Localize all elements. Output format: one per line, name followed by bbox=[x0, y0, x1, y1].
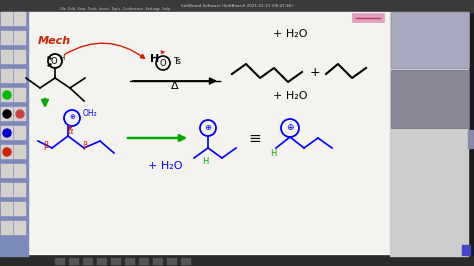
Bar bbox=[14, 31, 26, 45]
Bar bbox=[1, 50, 13, 64]
Bar bbox=[352, 13, 384, 22]
Circle shape bbox=[3, 110, 11, 118]
Bar bbox=[14, 221, 26, 235]
Bar bbox=[1, 88, 13, 102]
Text: β: β bbox=[43, 142, 49, 151]
Bar bbox=[14, 69, 26, 83]
Bar bbox=[125, 258, 135, 265]
Text: ≡: ≡ bbox=[249, 131, 261, 146]
Bar bbox=[14, 183, 26, 197]
Text: + H₂O: + H₂O bbox=[273, 91, 307, 101]
Text: O: O bbox=[51, 56, 57, 65]
Text: Ts: Ts bbox=[173, 57, 181, 66]
Bar bbox=[462, 245, 470, 255]
Text: O: O bbox=[160, 59, 166, 68]
Bar bbox=[1, 221, 13, 235]
Bar bbox=[28, 12, 390, 254]
Text: SoftBoard Software (SoftBoard) 2021-01-13 (06:47:46): SoftBoard Software (SoftBoard) 2021-01-1… bbox=[181, 4, 293, 8]
Bar bbox=[1, 202, 13, 216]
Bar bbox=[83, 258, 93, 265]
Bar bbox=[111, 258, 121, 265]
Bar bbox=[1, 12, 13, 26]
FancyArrowPatch shape bbox=[69, 126, 72, 129]
Bar bbox=[14, 50, 26, 64]
Bar bbox=[0, 0, 474, 12]
Bar bbox=[1, 164, 13, 178]
Bar bbox=[14, 126, 26, 140]
Bar bbox=[55, 258, 65, 265]
Bar bbox=[69, 258, 79, 265]
Bar bbox=[1, 31, 13, 45]
Bar bbox=[14, 12, 26, 26]
Bar bbox=[1, 69, 13, 83]
Bar bbox=[392, 71, 468, 127]
Text: H: H bbox=[202, 157, 208, 167]
FancyArrowPatch shape bbox=[64, 43, 145, 58]
Bar bbox=[14, 164, 26, 178]
Bar bbox=[181, 258, 191, 265]
Bar bbox=[1, 107, 13, 121]
Bar bbox=[392, 13, 468, 67]
FancyArrowPatch shape bbox=[161, 51, 164, 53]
Text: OH₂: OH₂ bbox=[83, 110, 98, 118]
Text: ⊕: ⊕ bbox=[204, 123, 211, 131]
Bar bbox=[0, 256, 474, 266]
Bar bbox=[97, 258, 107, 265]
Text: H: H bbox=[270, 148, 276, 157]
Text: α: α bbox=[67, 127, 73, 136]
Bar bbox=[14, 145, 26, 159]
Circle shape bbox=[3, 129, 11, 137]
Text: +: + bbox=[310, 66, 320, 80]
Bar bbox=[1, 126, 13, 140]
Bar bbox=[1, 145, 13, 159]
Text: + H₂O: + H₂O bbox=[273, 29, 307, 39]
Bar bbox=[468, 130, 473, 148]
Bar bbox=[391, 70, 469, 128]
Circle shape bbox=[16, 110, 24, 118]
Text: ⊕: ⊕ bbox=[69, 114, 75, 120]
Bar bbox=[153, 258, 163, 265]
Text: ⊕: ⊕ bbox=[286, 123, 294, 131]
Text: File  Edit  View  Tools  Insert  Topic  Conference  Settings  Help: File Edit View Tools Insert Topic Confer… bbox=[60, 7, 170, 11]
Text: β: β bbox=[82, 142, 88, 151]
Bar bbox=[139, 258, 149, 265]
Circle shape bbox=[3, 91, 11, 99]
Bar bbox=[1, 183, 13, 197]
Bar bbox=[390, 12, 468, 256]
Bar bbox=[14, 88, 26, 102]
Text: Δ: Δ bbox=[171, 81, 179, 91]
Text: H: H bbox=[150, 54, 159, 64]
Bar bbox=[167, 258, 177, 265]
Bar bbox=[14, 202, 26, 216]
Text: + H₂O: + H₂O bbox=[148, 161, 182, 171]
Circle shape bbox=[3, 148, 11, 156]
Bar bbox=[0, 12, 28, 256]
Bar bbox=[391, 12, 469, 68]
Bar bbox=[14, 107, 26, 121]
Text: Mech: Mech bbox=[38, 36, 71, 46]
Text: H: H bbox=[59, 55, 64, 61]
